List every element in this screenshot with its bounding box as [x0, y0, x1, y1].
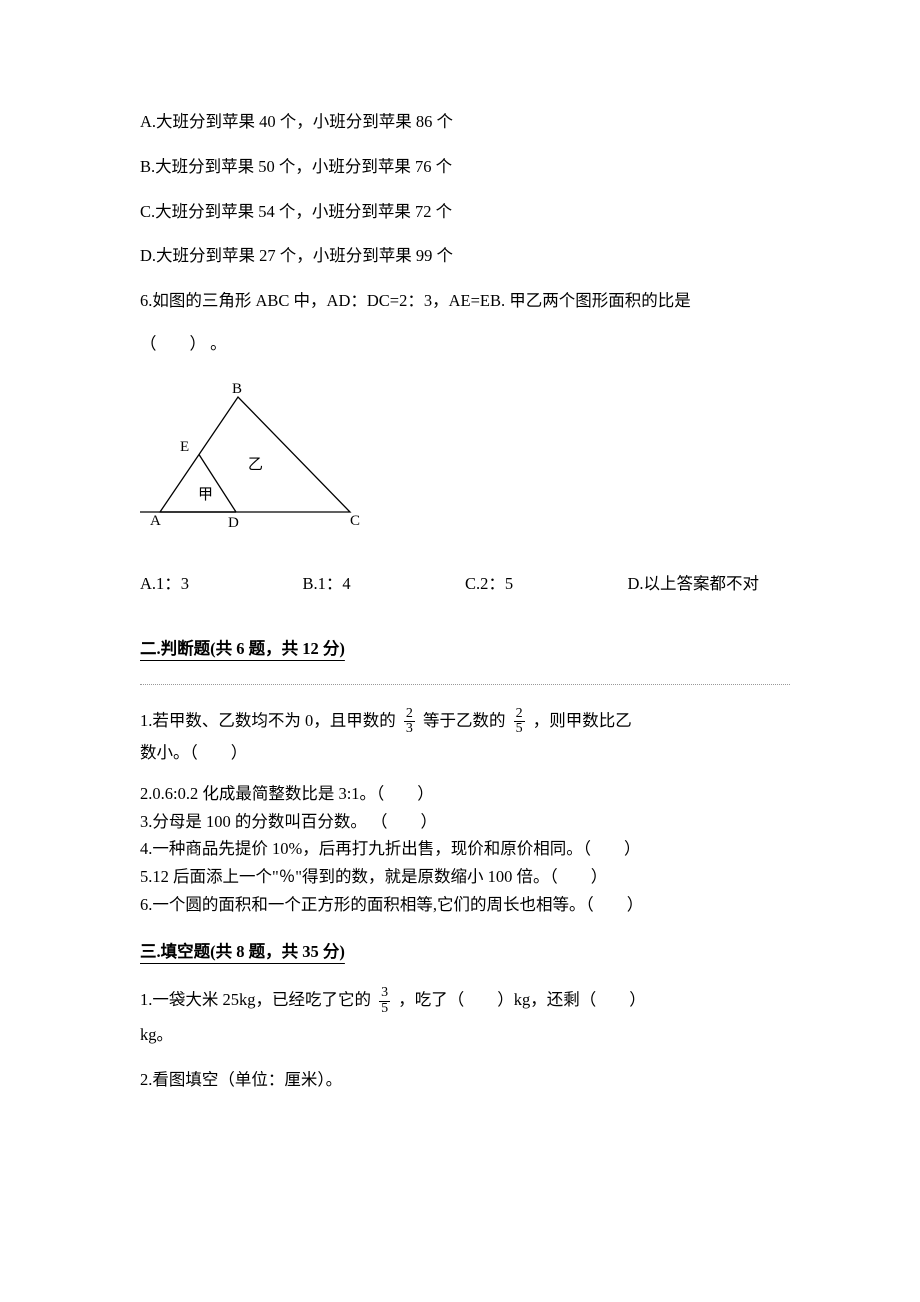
q5-option-b: B.大班分到苹果 50 个，小班分到苹果 76 个: [140, 155, 790, 180]
fraction-2-3: 2 3: [404, 707, 415, 737]
label-jia: 甲: [198, 487, 213, 503]
q6-choice-a: A.1：3: [140, 572, 303, 597]
fill-q2: 2.看图填空（单位：厘米）。: [140, 1068, 790, 1093]
frac-num: 2: [514, 707, 525, 723]
section3-header: 三.填空题(共 8 题，共 35 分): [140, 940, 790, 965]
q5-option-d: D.大班分到苹果 27 个，小班分到苹果 99 个: [140, 244, 790, 269]
q6-choice-d: D.以上答案都不对: [628, 572, 791, 597]
tf-q3: 3.分母是 100 的分数叫百分数。 （ ）: [140, 810, 790, 835]
tf-q1-post: ，则甲数比乙: [533, 711, 632, 730]
tf-q1-line2: 数小。（ ）: [140, 741, 790, 766]
q6-choices: A.1：3 B.1：4 C.2：5 D.以上答案都不对: [140, 572, 790, 597]
tf-q1-line1: 1.若甲数、乙数均不为 0，且甲数的 2 3 等于乙数的 2 5 ，则甲数比乙: [140, 707, 790, 737]
frac-num: 3: [379, 986, 390, 1002]
triangle-diagram: A B C D E 甲 乙: [140, 377, 790, 545]
q6-text: 6.如图的三角形 ABC 中，AD：DC=2：3，AE=EB. 甲乙两个图形面积…: [140, 289, 790, 314]
label-yi: 乙: [248, 457, 263, 473]
tf-q5: 5.12 后面添上一个"％"得到的数，就是原数缩小 100 倍。（ ）: [140, 865, 790, 890]
divider: [140, 684, 790, 685]
frac-num: 2: [404, 707, 415, 723]
fraction-2-5: 2 5: [514, 707, 525, 737]
tf-q6: 6.一个圆的面积和一个正方形的面积相等,它们的周长也相等。（ ）: [140, 893, 790, 918]
tf-q1-pre: 1.若甲数、乙数均不为 0，且甲数的: [140, 711, 400, 730]
frac-den: 5: [514, 722, 525, 737]
frac-den: 3: [404, 722, 415, 737]
fill-q1-pre: 1.一袋大米 25kg，已经吃了它的: [140, 990, 375, 1009]
tf-q2: 2.0.6:0.2 化成最简整数比是 3:1。（ ）: [140, 782, 790, 807]
q5-option-a: A.大班分到苹果 40 个，小班分到苹果 86 个: [140, 110, 790, 135]
q5-option-c: C.大班分到苹果 54 个，小班分到苹果 72 个: [140, 200, 790, 225]
label-d: D: [228, 515, 239, 531]
tf-q4: 4.一种商品先提价 10%，后再打九折出售，现价和原价相同。（ ）: [140, 837, 790, 862]
fill-q1-post: ，吃了（ ）kg，还剩（ ）: [398, 990, 646, 1009]
fill-q1-line2: kg。: [140, 1023, 790, 1048]
q6-choice-b: B.1：4: [303, 572, 466, 597]
section2-header: 二.判断题(共 6 题，共 12 分): [140, 637, 790, 662]
label-a: A: [150, 513, 161, 529]
label-c: C: [350, 513, 360, 529]
frac-den: 5: [379, 1002, 390, 1017]
tf-q1-mid: 等于乙数的: [423, 711, 510, 730]
q6-choice-c: C.2：5: [465, 572, 628, 597]
label-b: B: [232, 381, 242, 397]
q6-blank: （ ） 。: [140, 332, 790, 357]
fraction-3-5: 3 5: [379, 986, 390, 1016]
label-e: E: [180, 439, 189, 455]
fill-q1-line1: 1.一袋大米 25kg，已经吃了它的 3 5 ，吃了（ ）kg，还剩（ ）: [140, 986, 790, 1016]
